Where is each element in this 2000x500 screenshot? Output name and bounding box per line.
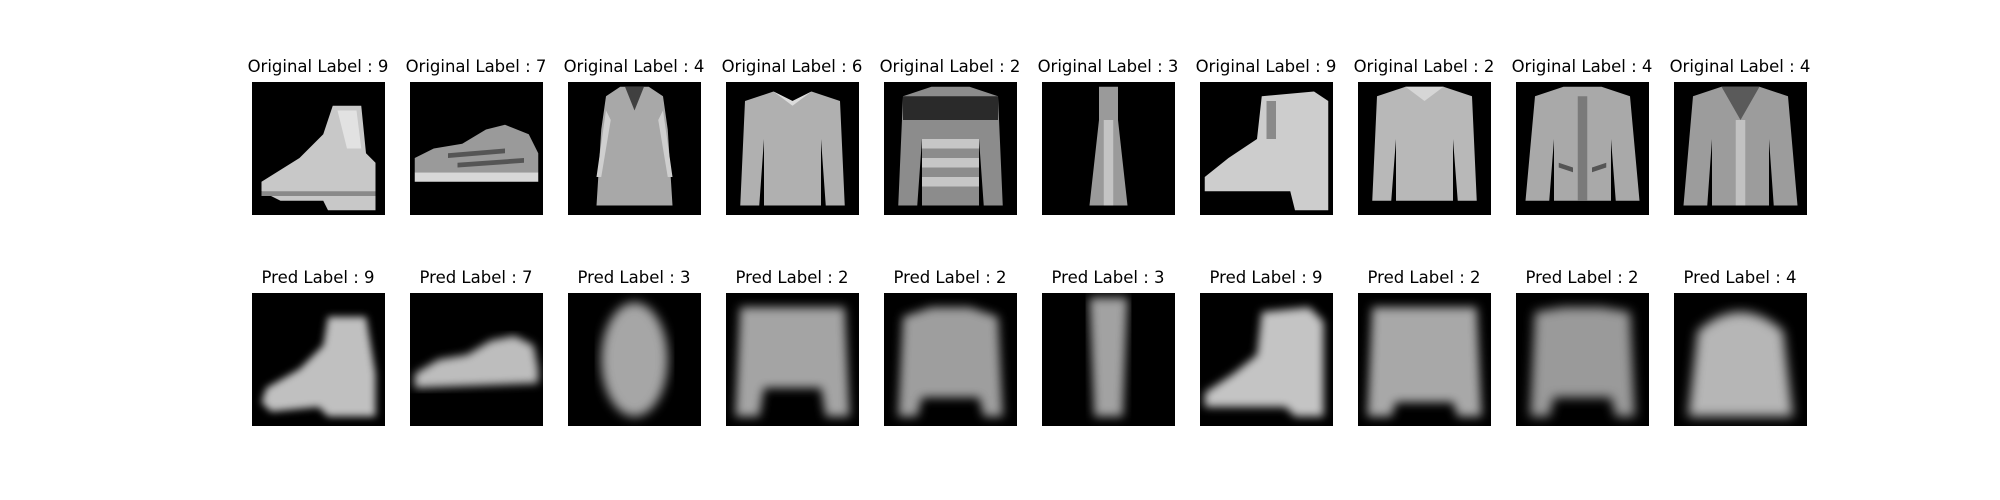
subplot-title: Pred Label : 4 [1683,268,1797,287]
coat-icon [1516,82,1649,215]
pullover-icon [1358,82,1491,215]
blurry-pullover-icon [884,293,1017,426]
subplot-title: Original Label : 7 [405,57,547,76]
subplot-title: Pred Label : 3 [1051,268,1165,287]
subplot-title: Pred Label : 2 [893,268,1007,287]
subplot-title: Original Label : 4 [1511,57,1653,76]
subplot-title: Original Label : 6 [721,57,863,76]
ankle-boot-icon [252,82,385,215]
subplot-title: Original Label : 9 [247,57,389,76]
coat-icon [1674,82,1807,215]
subplot-title: Pred Label : 2 [735,268,849,287]
blurry-coat-icon [1674,293,1807,426]
subplot-title: Pred Label : 2 [1525,268,1639,287]
blurry-pullover-icon [1358,293,1491,426]
blurry-ankle-boot-icon [1200,293,1333,426]
subplot-title: Original Label : 4 [563,57,705,76]
subplot-title: Original Label : 2 [1353,57,1495,76]
blurry-dress-icon [568,293,701,426]
pullover-icon [884,82,1017,215]
subplot-title: Pred Label : 9 [261,268,375,287]
subplot-title: Pred Label : 7 [419,268,533,287]
subplot-title: Original Label : 3 [1037,57,1179,76]
subplot-title: Pred Label : 3 [577,268,691,287]
shirt-icon [726,82,859,215]
blurry-pullover-icon [1516,293,1649,426]
blurry-dress-icon [1042,293,1175,426]
sneaker-icon [410,82,543,215]
blurry-ankle-boot-icon [252,293,385,426]
blurry-pullover-icon [726,293,859,426]
blurry-sneaker-icon [410,293,543,426]
ankle-boot-icon [1200,82,1333,215]
coat-icon [568,82,701,215]
subplot-title: Original Label : 9 [1195,57,1337,76]
subplot-title: Pred Label : 9 [1209,268,1323,287]
subplot-title: Original Label : 4 [1669,57,1811,76]
subplot-title: Pred Label : 2 [1367,268,1481,287]
subplot-title: Original Label : 2 [879,57,1021,76]
dress-icon [1042,82,1175,215]
